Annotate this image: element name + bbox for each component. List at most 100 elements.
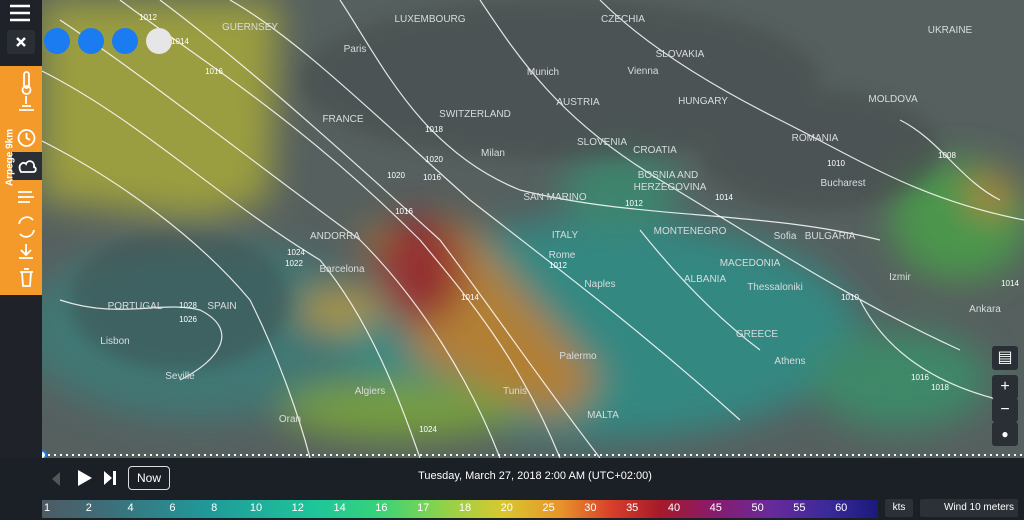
map-label: Palermo [559, 351, 597, 362]
scale-value: 20 [500, 502, 513, 514]
unit-button[interactable]: kts [885, 499, 913, 517]
map-label: Izmir [889, 272, 911, 283]
scale-value: 35 [626, 502, 639, 514]
map-label: Paris [344, 44, 367, 55]
map-label: UKRAINE [928, 25, 973, 36]
isobar-label: 1012 [549, 261, 567, 270]
scale-value: 4 [127, 502, 134, 514]
map-label: HERZEGOVINA [634, 182, 707, 193]
zoom-out-button[interactable]: − [992, 398, 1018, 422]
map-label: Algiers [355, 386, 386, 397]
upload-button[interactable] [146, 28, 172, 54]
map-label: PORTUGAL [108, 301, 163, 312]
layer-button[interactable]: Wind 10 meters [920, 499, 1018, 517]
isobar-label: 1010 [841, 293, 859, 302]
isobar-label: 1008 [938, 151, 956, 160]
map-label: ANDORRA [310, 231, 360, 242]
scale-value: 16 [375, 502, 388, 514]
scale-value: 14 [333, 502, 346, 514]
map-label: HUNGARY [678, 96, 728, 107]
map-label: SLOVAKIA [656, 49, 705, 60]
wind-scale [42, 500, 878, 518]
isobar-label: 1012 [139, 13, 157, 22]
isobar-label: 1016 [395, 207, 413, 216]
map-label: Ankara [969, 304, 1001, 315]
map-label: MACEDONIA [720, 258, 781, 269]
isobar-label: 1018 [425, 125, 443, 134]
map-label: FRANCE [322, 114, 363, 125]
isobar-label: 1016 [423, 173, 441, 182]
isobar-label: 1022 [285, 259, 303, 268]
weather-map: LUXEMBOURG CZECHIA UKRAINE GUERNSEY Paris SLO… [0, 0, 1024, 458]
map-label: Barcelona [319, 264, 364, 275]
map-label: BULGARIA [805, 231, 856, 242]
scale-value: 12 [291, 502, 304, 514]
globe-button[interactable]: ● [992, 422, 1018, 446]
map-label: Naples [584, 279, 615, 290]
isobar-label: 1014 [461, 293, 479, 302]
scale-value: 1 [43, 502, 51, 514]
next-button[interactable] [104, 471, 116, 485]
map-label: ROMANIA [792, 133, 839, 144]
scale-value: 40 [667, 502, 681, 514]
map-label: Sofia [774, 231, 797, 242]
now-button[interactable]: Now [128, 466, 170, 490]
isobar-label: 1024 [287, 248, 305, 257]
map-label: GREECE [736, 329, 779, 340]
map-label: CZECHIA [601, 14, 645, 25]
map-label: Rome [549, 250, 576, 261]
map-label: ITALY [552, 230, 579, 241]
sidebar: Arpege 9km [0, 0, 42, 458]
scale-value: 50 [751, 502, 764, 514]
scale-value: 17 [417, 502, 430, 514]
scale-value: 25 [542, 502, 555, 514]
isobar-label: 1014 [715, 193, 733, 202]
map-label: Milan [481, 148, 505, 159]
map-label: Seville [165, 371, 195, 382]
isobar-label: 1014 [171, 37, 189, 46]
isobar-label: 1024 [419, 425, 437, 434]
scale-value: 45 [709, 502, 722, 514]
scale-value: 8 [211, 502, 218, 514]
isobar-label: 1018 [931, 383, 949, 392]
layer-panel: Arpege 9km [0, 66, 42, 295]
menu-icons [7, 4, 35, 54]
map-style-button[interactable]: ▤ [992, 346, 1018, 370]
map-label: GUERNSEY [222, 22, 278, 33]
map-label: Lisbon [100, 336, 129, 347]
route-button[interactable] [112, 28, 138, 54]
isobar-label: 1020 [387, 171, 405, 180]
map-label: SPAIN [207, 301, 236, 312]
isobar-label: 1020 [425, 155, 443, 164]
map-label: SLOVENIA [577, 137, 627, 148]
playback-controls [52, 470, 116, 486]
map-label: Vienna [628, 66, 659, 77]
map-label: ALBANIA [684, 274, 727, 285]
forecast-time: Tuesday, March 27, 2018 2:00 AM (UTC+02:… [418, 470, 652, 482]
play-button[interactable] [78, 470, 92, 486]
zoom-in-button[interactable]: + [992, 375, 1018, 399]
isobar-label: 1026 [179, 315, 197, 324]
map-label: Bucharest [820, 178, 865, 189]
map-label: MALTA [587, 410, 619, 421]
isobar-label: 1014 [1001, 279, 1019, 288]
map-label: Athens [774, 356, 805, 367]
isobar-label: 1012 [625, 199, 643, 208]
map-label: CROATIA [633, 145, 677, 156]
scale-value: 10 [249, 502, 263, 514]
scale-value: 2 [85, 502, 92, 514]
cloud-button[interactable] [44, 28, 70, 54]
layer-icons [12, 71, 42, 287]
map-label: Thessaloniki [747, 282, 803, 293]
isobar-label: 1016 [911, 373, 929, 382]
map-label: SAN MARINO [523, 192, 587, 203]
scale-value: 30 [584, 502, 597, 514]
map-label: Munich [527, 67, 559, 78]
isobar-label: 1016 [205, 67, 223, 76]
scale-value: 55 [793, 502, 806, 514]
model-name[interactable]: Arpege 9km [4, 128, 16, 187]
location-button[interactable] [78, 28, 104, 54]
isobar-label: 1010 [827, 159, 845, 168]
map-label: BOSNIA AND [638, 170, 699, 181]
